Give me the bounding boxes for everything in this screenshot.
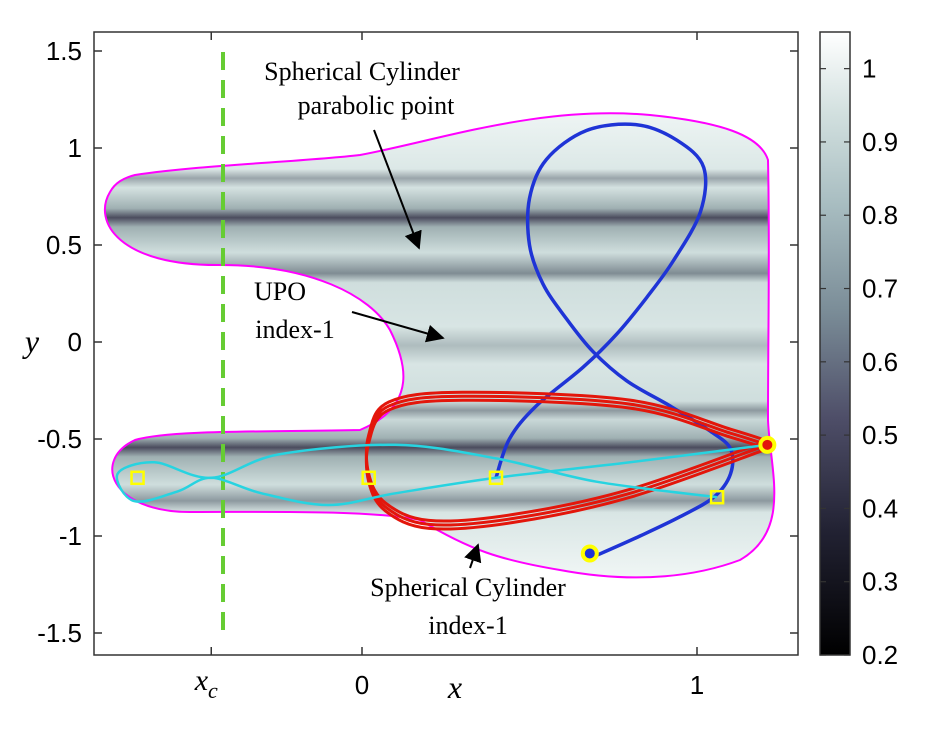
annotation-2-line-2: index-1 [255,315,334,344]
y-tick-label: 0.5 [46,230,82,260]
annotation-1-line-1: Spherical Cylinder [264,57,460,86]
square-marker [130,470,145,486]
annotation-3-line-1: Spherical Cylinder [370,573,566,602]
annotation-3-arrow [464,543,482,569]
annotation-3-line-2: index-1 [428,611,507,640]
y-tick-label: -1 [59,521,82,551]
colorbar-tick-label: 0.4 [862,493,898,523]
trajectory-markers [130,435,777,563]
circle-marker [580,544,599,563]
plot-frame [93,31,799,656]
red-periodic-orbit-curve [364,398,768,531]
annotation-2-line-1: UPO [254,277,306,306]
colorbar [819,31,851,656]
colorbar-tick-label: 0.6 [862,347,898,377]
annotation-2-arrow [351,311,445,343]
y-axis-label: y [22,323,40,359]
blue-figure-eight-curve [494,122,735,558]
colorbar-tick-label: 1 [862,54,876,84]
x-tick-label: 0 [355,670,369,700]
annotation-1-line-2: parabolic point [298,91,455,120]
colorbar-tick-label: 0.5 [862,420,898,450]
circle-marker [758,435,777,454]
y-tick-label: -0.5 [37,424,82,454]
colorbar-ticks: 1 0.9 0.8 0.7 0.6 0.5 0.4 0.3 0.2 [820,54,898,670]
colorbar-tick-label: 0.8 [862,200,898,230]
square-marker [709,489,725,505]
colorbar-tick-label: 0.9 [862,127,898,157]
y-tick-label: 0 [68,327,82,357]
energy-surface-region [104,112,776,579]
y-tick-label: 1 [68,133,82,163]
x-tick-label: 1 [690,670,704,700]
colorbar-tick-label: 0.7 [862,274,898,304]
x-tick-label-xc: xc [194,664,218,703]
cyan-trajectory-curve [115,443,768,507]
square-marker [488,470,504,486]
trajectory-curves [115,122,768,558]
x-axis-label: x [447,669,462,705]
square-marker [361,470,376,486]
annotation-1-arrow [373,129,422,250]
y-tick-label: -1.5 [37,618,82,648]
colorbar-tick-label: 0.2 [862,640,898,670]
colorbar-tick-label: 0.3 [862,567,898,597]
annotations: Spherical Cylinder parabolic point UPO i… [254,57,566,640]
y-tick-label: 1.5 [46,36,82,66]
y-axis-ticks: 1.5 1 0.5 0 -0.5 -1 -1.5 [37,36,798,648]
